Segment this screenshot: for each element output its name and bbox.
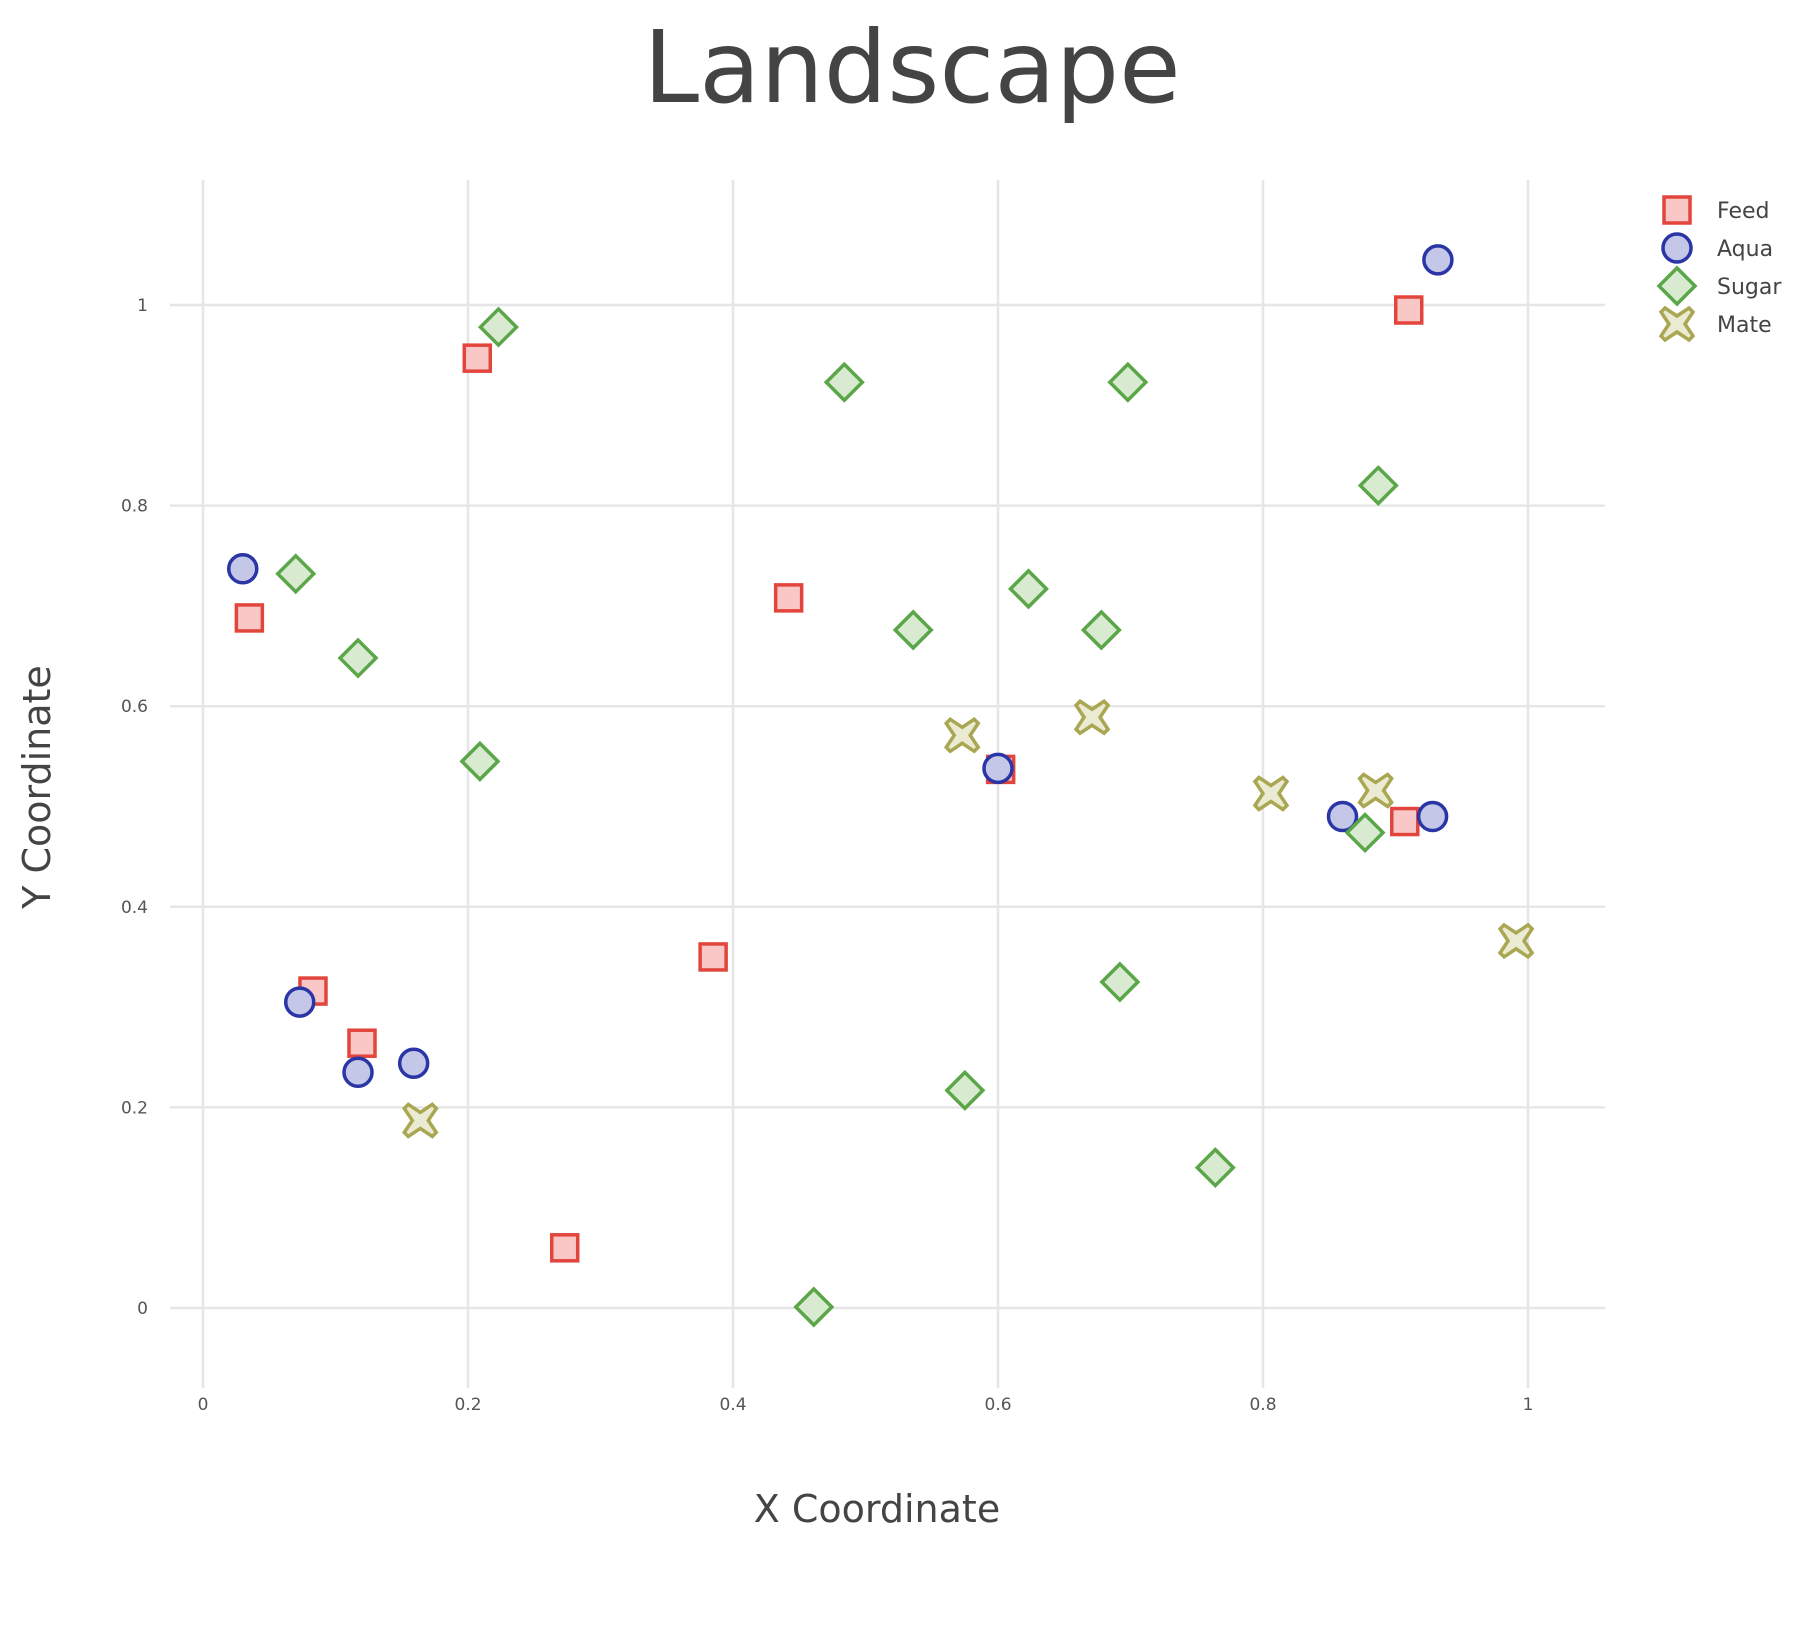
- y-tick-label: 0.4: [121, 898, 148, 918]
- legend-item-feed: Feed: [1662, 195, 1770, 225]
- x-tick-labels: 0 0.2 0.4 0.6 0.8 1: [198, 1395, 1534, 1415]
- feed-point: [234, 603, 265, 633]
- sugar-point: [1194, 1147, 1236, 1189]
- y-axis-title: Y Coordinate: [15, 665, 59, 910]
- feed-point: [462, 343, 493, 373]
- series-aqua: [227, 244, 1454, 1089]
- y-tick-label: 0.6: [121, 697, 148, 717]
- plot-area: [227, 244, 1535, 1328]
- legend-sugar-marker: [1656, 265, 1698, 307]
- legend-item-mate: Mate: [1658, 305, 1772, 343]
- chart-title: Landscape: [643, 9, 1180, 126]
- feed-point: [1390, 806, 1420, 837]
- x-axis-title: X Coordinate: [754, 1487, 1000, 1531]
- legend-label: Mate: [1717, 313, 1772, 338]
- x-tick-label: 0.6: [984, 1395, 1011, 1415]
- mate-point: [1252, 775, 1290, 812]
- mate-point: [1357, 772, 1394, 809]
- legend-item-sugar: Sugar: [1656, 265, 1782, 307]
- sugar-point: [944, 1069, 986, 1111]
- aqua-point: [1416, 800, 1449, 833]
- legend-item-aqua: Aqua: [1661, 232, 1773, 264]
- legend-feed-marker: [1662, 195, 1692, 225]
- sugar-point: [1099, 961, 1141, 1003]
- legend-label: Sugar: [1717, 275, 1782, 300]
- x-tick-label: 0.4: [719, 1395, 746, 1415]
- aqua-point: [982, 752, 1014, 785]
- x-tick-label: 1: [1523, 1395, 1534, 1415]
- aqua-point: [342, 1056, 374, 1089]
- x-tick-label: 0.2: [454, 1395, 481, 1415]
- sugar-point: [1357, 465, 1399, 507]
- legend: Feed Aqua Sugar Mate: [1656, 195, 1782, 343]
- feed-point: [1394, 295, 1424, 325]
- x-tick-label: 0.8: [1249, 1395, 1276, 1415]
- y-gridlines: [170, 303, 1605, 1310]
- sugar-point: [793, 1286, 835, 1328]
- y-tick-label: 0.2: [121, 1098, 148, 1118]
- sugar-point: [337, 637, 379, 679]
- aqua-point: [227, 553, 259, 585]
- legend-label: Aqua: [1717, 237, 1773, 262]
- legend-mate-marker: [1658, 305, 1696, 343]
- feed-point: [773, 583, 804, 613]
- mate-point: [1497, 922, 1535, 960]
- mate-point: [402, 1102, 439, 1139]
- series-sugar: [275, 306, 1399, 1328]
- sugar-point: [823, 361, 865, 403]
- aqua-point: [397, 1047, 430, 1080]
- y-tick-label: 0.8: [121, 497, 148, 517]
- feed-point: [698, 942, 728, 972]
- aqua-point: [1422, 244, 1454, 276]
- sugar-point: [892, 609, 934, 651]
- sugar-point: [1107, 361, 1149, 403]
- sugar-point: [478, 306, 519, 348]
- sugar-point: [1008, 568, 1049, 610]
- aqua-point: [283, 986, 316, 1018]
- series-mate: [402, 698, 1535, 1139]
- legend-label: Feed: [1717, 199, 1770, 224]
- feed-point: [549, 1233, 580, 1263]
- y-tick-label: 0: [137, 1299, 148, 1319]
- sugar-point: [1080, 609, 1122, 651]
- mate-point: [943, 717, 981, 754]
- mate-point: [1073, 698, 1111, 736]
- legend-aqua-marker: [1661, 232, 1693, 264]
- y-tick-labels: 0 0.2 0.4 0.6 0.8 1: [121, 296, 148, 1319]
- x-tick-label: 0: [198, 1395, 209, 1415]
- feed-point: [347, 1028, 377, 1058]
- sugar-point: [1344, 812, 1386, 854]
- aqua-point: [1326, 800, 1359, 833]
- sugar-point: [459, 740, 501, 782]
- y-tick-label: 1: [137, 296, 148, 316]
- sugar-point: [275, 553, 317, 595]
